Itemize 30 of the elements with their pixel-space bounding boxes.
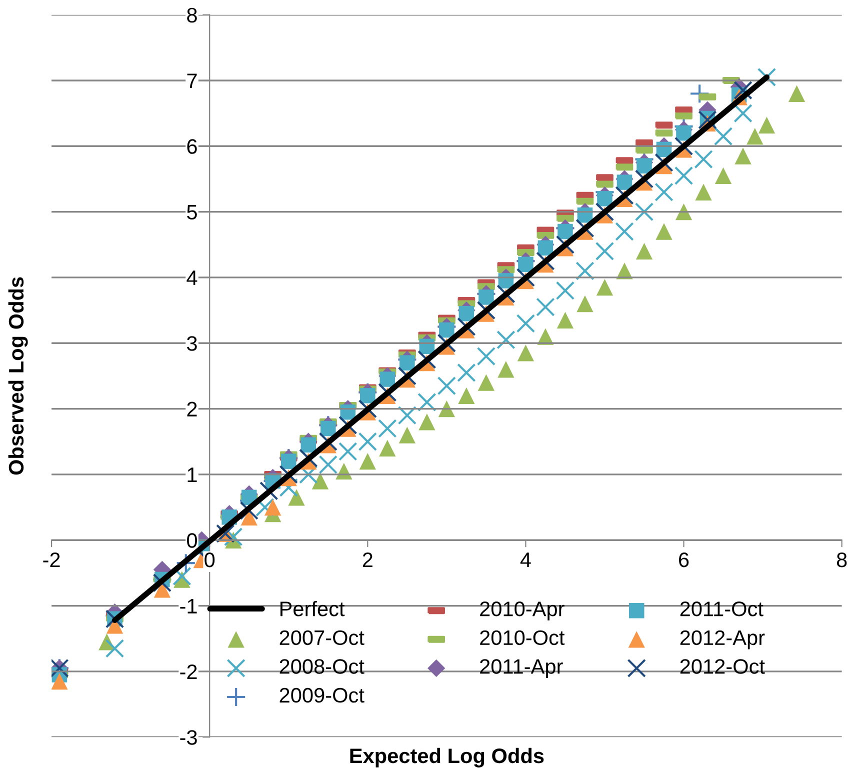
x-tick-label: 8 (836, 552, 847, 568)
y-tick-label: 7 (187, 74, 197, 88)
legend-label: 2010-Apr (480, 602, 564, 620)
legend-label: 2010-Oct (480, 630, 565, 646)
legend-label: 2012-Apr (680, 630, 765, 650)
legend-label: Perfect (280, 601, 345, 616)
legend-label: 2009-Oct (280, 688, 364, 703)
legend-label: 2008-Oct (280, 659, 364, 674)
y-tick-label: 1 (188, 468, 197, 482)
x-tick-label: 6 (679, 552, 689, 568)
y-tick-label: -1 (180, 598, 197, 614)
legend-label: 2011-Oct (680, 602, 764, 616)
y-tick-label: -2 (180, 664, 197, 679)
y-axis-title: Observed Log Odds (8, 277, 28, 475)
y-tick-label: 4 (186, 270, 198, 286)
y-tick-label: 0 (187, 533, 197, 548)
legend-label: 2012-Oct (680, 659, 765, 674)
x-tick-label: 0 (204, 552, 215, 568)
y-tick-label: 2 (187, 402, 197, 416)
x-tick-label: -2 (43, 552, 60, 568)
y-tick-label: 5 (187, 205, 197, 220)
x-tick-label: 4 (520, 552, 531, 568)
y-tick-label: 8 (187, 8, 197, 23)
y-tick-label: -3 (180, 730, 197, 745)
legend-label: 2011-Apr (480, 659, 563, 678)
y-tick-label: 6 (187, 139, 197, 154)
x-tick-label: 2 (362, 552, 372, 568)
legend-label: 2007-Oct (280, 630, 364, 646)
x-axis-title: Expected Log Odds (350, 748, 544, 768)
y-tick-label: 3 (187, 336, 197, 351)
